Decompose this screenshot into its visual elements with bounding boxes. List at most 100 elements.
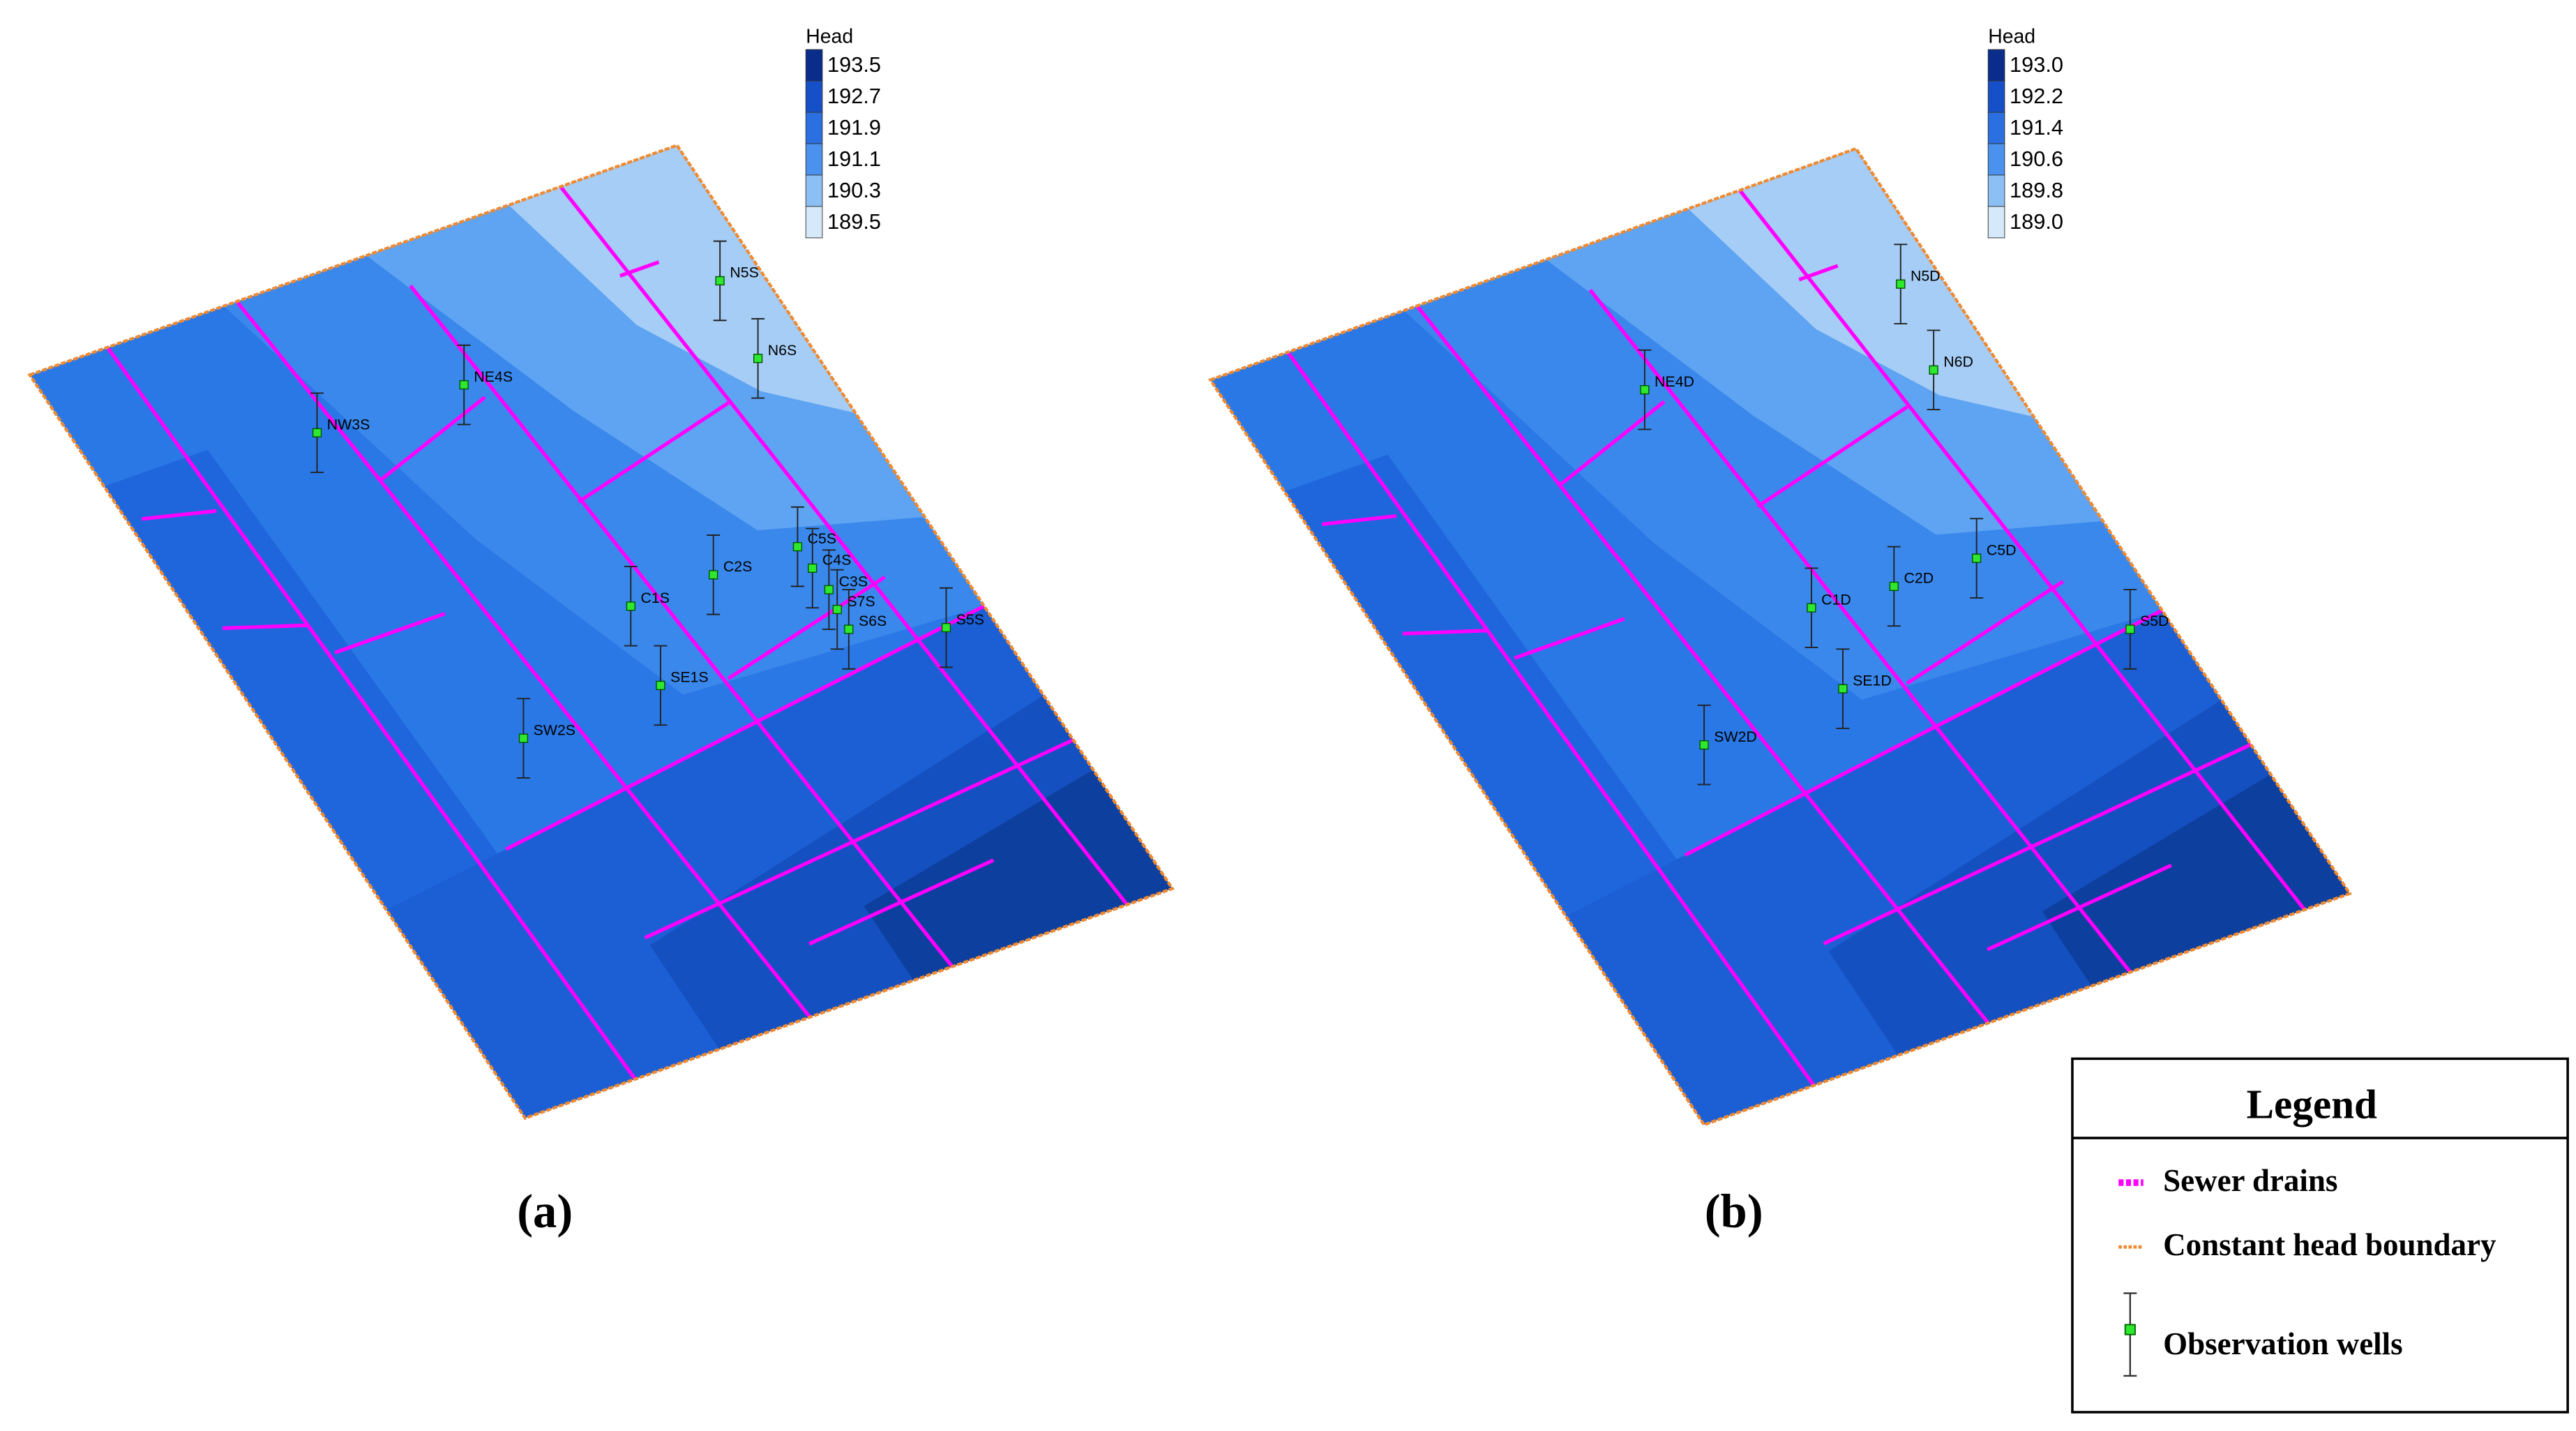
well-label: C1D (1821, 591, 1851, 608)
model-domain (1207, 147, 2352, 1127)
sewer-drain (1415, 304, 1990, 1024)
sewer-drain (1823, 742, 2252, 945)
well-marker (1699, 740, 1709, 750)
sewer-drain (577, 401, 730, 504)
well-marker (715, 276, 725, 286)
panel-label: (a) (517, 1185, 573, 1238)
colorbar-tick-label: 191.1 (827, 147, 881, 171)
legend-box (2071, 1057, 2569, 1414)
observation-well: N6S (751, 317, 797, 399)
head-band (649, 695, 1173, 1049)
observation-well: C2D (1887, 546, 1934, 627)
well-marker (709, 570, 718, 580)
well-marker (808, 563, 818, 573)
head-contours (1210, 149, 2350, 1125)
well-label: N6S (768, 342, 797, 359)
well-label: N6D (1943, 354, 1973, 370)
colorbar-cell (805, 112, 823, 144)
well-label: N5S (730, 264, 758, 281)
sewer-drain (1558, 400, 1666, 487)
well-marker (832, 604, 842, 615)
well-marker (1889, 581, 1899, 592)
well-marker (459, 380, 469, 390)
colorbar-tick-label: 191.4 (2010, 115, 2063, 140)
well-label: SW2D (1714, 728, 1757, 745)
observation-well: S5S (940, 587, 984, 668)
legend-item: Observation wells (2163, 1326, 2403, 1361)
observation-well: S5D (2123, 589, 2169, 670)
well-label: N5D (1911, 267, 1941, 284)
panel-label: (b) (1705, 1185, 1763, 1238)
colorbar-cell (1987, 143, 2005, 176)
sewer-drain (644, 738, 1074, 940)
sewer-drain (141, 509, 217, 521)
sewer-drain (1987, 863, 2172, 952)
well-marker (626, 601, 635, 611)
well-label: C1S (641, 590, 670, 606)
sewer-drain (505, 604, 986, 851)
well-marker (844, 624, 854, 634)
observation-well: C4S (806, 527, 851, 609)
well-label: C2S (723, 558, 752, 575)
sewer-drain (105, 346, 637, 1081)
sewer-drain (1756, 405, 1908, 509)
sewer-drain (727, 575, 886, 680)
sewer-drain (1684, 608, 2163, 857)
observation-well: N5S (713, 240, 759, 322)
sewer-drain (1906, 580, 2065, 685)
legend-item: Constant head boundary (2163, 1227, 2496, 1262)
colorbar-cell (805, 49, 823, 82)
well-label: C2D (1904, 570, 1934, 587)
colorbar-cell (1987, 80, 2005, 113)
observation-well: C3S (822, 549, 868, 630)
sewer-drain (1322, 514, 1397, 526)
head-band (864, 770, 1173, 981)
well-marker (1807, 603, 1816, 613)
well-label: SE1S (670, 669, 708, 686)
observation-well: S6S (842, 589, 887, 670)
colorbar-tick-label: 189.8 (2010, 178, 2063, 202)
observation-well: C2S (707, 534, 752, 615)
colorbar-tick-label: 193.0 (2010, 52, 2063, 77)
legend-title: Legend (2247, 1081, 2377, 1127)
observation-well: NE4S (457, 344, 513, 426)
head-band (1828, 700, 2350, 1056)
colorbar-tick-label: 190.3 (827, 178, 881, 202)
well-label: SW2S (534, 721, 575, 738)
well-label: C4S (822, 552, 851, 569)
well-marker (1640, 385, 1650, 395)
sewer-drain (1286, 351, 1816, 1087)
well-label: S5S (956, 611, 984, 628)
observation-well: C5D (1970, 518, 2017, 599)
colorbar-cell (805, 206, 823, 239)
colorbar-tick-label: 192.2 (2010, 84, 2063, 108)
head-band (386, 606, 1173, 1118)
legend-item: Sewer drains (2163, 1163, 2337, 1198)
observation-well: C1D (1805, 567, 1851, 648)
well-label: S7S (847, 593, 875, 610)
observation-well: NW3S (310, 392, 370, 473)
well-marker (656, 680, 665, 691)
head-band (2042, 774, 2350, 987)
sewer-drain (1798, 264, 1839, 282)
sewer-drain (222, 623, 309, 630)
observation-well: SW2D (1697, 704, 1757, 786)
well-marker (753, 354, 763, 364)
colorbar-cell (1987, 174, 2005, 207)
head-band (1565, 610, 2350, 1125)
head-contours (29, 145, 1173, 1118)
observation-well: NE4D (1638, 349, 1694, 430)
well-label: C3S (839, 573, 868, 590)
well-label: SE1D (1853, 672, 1892, 689)
legend-well-symbol (2123, 1292, 2137, 1377)
head-band (366, 145, 925, 531)
well-marker (518, 733, 529, 743)
colorbar-tick-label: 189.0 (2010, 209, 2063, 234)
observation-well: N6D (1927, 329, 1973, 411)
colorbar-tick-label: 190.6 (2010, 147, 2063, 171)
well-label: S5D (2140, 613, 2169, 629)
observation-well: N5D (1894, 244, 1941, 324)
observation-well: S7S (830, 569, 875, 650)
well-label: C5D (1987, 541, 2017, 558)
